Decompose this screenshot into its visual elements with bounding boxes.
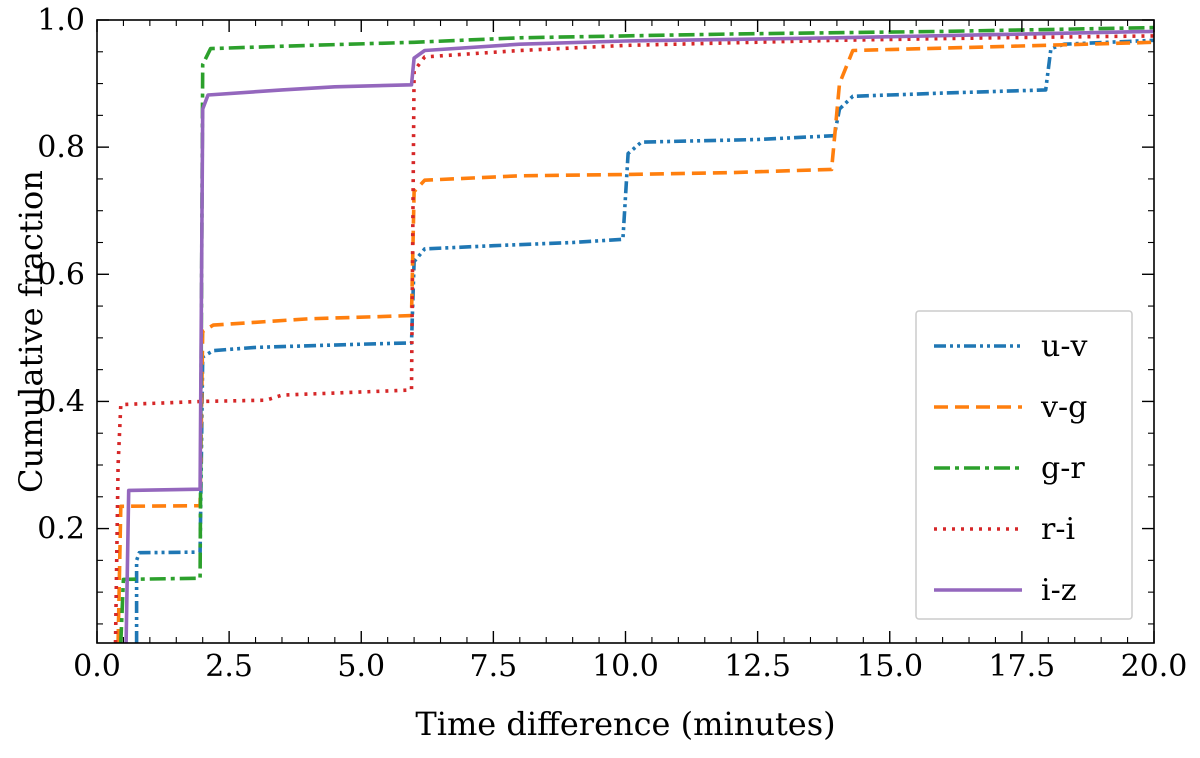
legend-label-u-v: u-v bbox=[1041, 329, 1087, 364]
x-tick-label: 10.0 bbox=[592, 649, 659, 684]
legend-label-v-g: v-g bbox=[1040, 390, 1087, 425]
x-tick-label: 17.5 bbox=[988, 649, 1055, 684]
x-tick-label: 5.0 bbox=[337, 649, 385, 684]
y-tick-label: 1.0 bbox=[37, 3, 85, 38]
series-line-i-z bbox=[124, 29, 1155, 644]
y-tick-label: 0.8 bbox=[37, 130, 85, 165]
legend-label-i-z: i-z bbox=[1041, 573, 1077, 608]
x-tick-label: 7.5 bbox=[470, 649, 518, 684]
ticks-layer bbox=[96, 19, 1155, 643]
y-tick-label: 0.2 bbox=[37, 512, 85, 547]
x-tick-label: 12.5 bbox=[724, 649, 791, 684]
series-line-v-g bbox=[116, 40, 1155, 644]
plot-frame bbox=[96, 19, 1155, 644]
y-axis-title: Cumulative fraction bbox=[12, 170, 50, 493]
legend: u-v v-g g-r r-i i-z bbox=[915, 310, 1133, 620]
x-tick-label: 0.0 bbox=[73, 649, 121, 684]
series-line-r-i bbox=[113, 34, 1155, 644]
legend-label-r-i: r-i bbox=[1041, 512, 1075, 547]
y-tick-label: 0.6 bbox=[37, 257, 85, 292]
x-tick-label: 20.0 bbox=[1121, 649, 1188, 684]
series-layer bbox=[113, 25, 1155, 644]
series-line-g-r bbox=[119, 25, 1155, 644]
x-tick-label: 15.0 bbox=[856, 649, 923, 684]
tick-labels: 0.0 2.5 5.0 7.5 10.0 12.5 15.0 17.5 20.0 0.2 0.4 0.… bbox=[37, 3, 1187, 684]
y-tick-label: 0.4 bbox=[37, 384, 85, 419]
legend-box bbox=[915, 310, 1133, 620]
x-tick-label: 2.5 bbox=[205, 649, 253, 684]
x-axis-title: Time difference (minutes) bbox=[415, 705, 835, 743]
legend-label-g-r: g-r bbox=[1041, 451, 1085, 486]
